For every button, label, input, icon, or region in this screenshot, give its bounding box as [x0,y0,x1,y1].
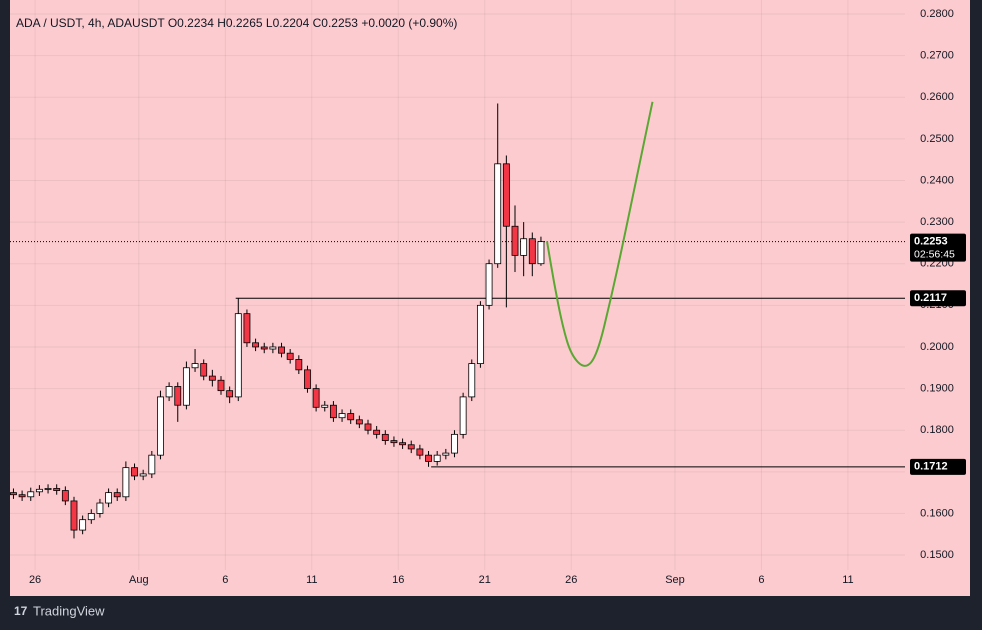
candle-body [425,454,432,462]
candle-body [131,467,138,477]
x-tick-label: 6 [222,574,228,586]
candle-body [329,404,337,419]
x-tick-label: 11 [842,574,853,586]
x-tick-label: 6 [758,574,764,586]
x-tick-label: 16 [392,574,404,586]
candle-body [53,488,61,491]
price-badge [910,290,966,307]
y-tick-label: 0.1500 [920,549,954,561]
candle-body [468,363,476,398]
candle-body [451,433,458,454]
candle-body [79,519,87,531]
candle-body [364,423,372,431]
candle-body [433,454,441,462]
candle-body [44,488,52,490]
candle-body [174,386,182,406]
y-tick-label: 0.2300 [920,216,954,228]
candle-body [35,488,43,493]
candle-body [252,342,260,348]
candle-body [520,238,528,256]
candle-body [537,241,545,265]
price-badge [910,233,966,262]
candle-body [96,502,104,514]
price-badge [910,458,966,475]
candle-body [485,263,493,306]
candle-body [494,163,502,265]
candle-body [157,396,164,456]
candle-body [286,352,294,360]
candle-body [269,346,277,350]
candle-body [502,163,510,227]
y-tick-label: 0.2400 [920,174,954,186]
y-tick-label: 0.2000 [920,341,954,353]
candle-body [260,346,268,350]
y-tick-label: 0.2500 [920,133,954,145]
candle-body [226,390,234,398]
candle-body [355,419,363,425]
candle-body [70,500,78,531]
y-tick-label: 0.1600 [920,507,954,519]
candle-body [347,413,355,421]
x-tick-label: 26 [565,574,577,586]
candle-body [148,454,156,475]
candle-body [528,238,536,265]
candle-body [182,367,190,406]
candle-body [442,452,450,456]
candle-body [18,494,26,498]
candle-body [511,225,519,256]
candle-body [295,359,303,371]
candle-body [208,375,216,381]
candle-body [87,513,95,521]
price-badge-label: 0.2253 [914,236,948,248]
candle-body [113,492,121,498]
candle-body [217,379,225,392]
candle-body [234,313,242,398]
candle-body [243,313,251,344]
candle-body [61,490,69,502]
candle-body [476,304,484,365]
candle-body [200,363,208,377]
candle-body [27,491,35,498]
candle-body [191,363,199,369]
candle-body [390,440,398,444]
candle-body [416,448,424,456]
chart-title: ADA / USDT, 4h, ADAUSDT O0.2234 H0.2265 … [16,16,457,30]
projection-line [546,101,654,367]
y-tick-label: 0.2800 [920,8,954,20]
candle-body [105,492,113,504]
candle-body [278,346,285,354]
candle-body [10,492,17,496]
candle-body [459,396,467,435]
candle-body [139,473,147,477]
footer-brand[interactable]: TradingView [33,603,105,618]
candle-body [312,388,320,408]
price-badge-label: 0.1712 [914,461,948,473]
candle-body [338,413,346,419]
candle-body [381,433,389,442]
candle-body [373,429,381,435]
y-tick-label: 0.1900 [920,382,954,394]
y-tick-label: 0.2700 [920,50,954,62]
candle-body [407,444,415,450]
candle-body [165,386,173,398]
candle-body [321,404,329,408]
x-tick-label: 26 [29,574,41,586]
x-tick-label: 21 [479,574,491,586]
y-tick-label: 0.1800 [920,424,954,436]
y-tick-label: 0.2600 [920,91,954,103]
countdown-label: 02:56:45 [914,248,955,260]
tv-logo-mark: 17 [14,604,28,618]
candle-body [304,369,311,389]
x-tick-label: 11 [306,574,317,586]
x-tick-label: Aug [129,574,149,586]
x-tick-label: Sep [665,574,685,586]
candle-body [122,467,130,498]
price-badge-label: 0.2117 [914,292,947,304]
candle-body [399,442,407,446]
